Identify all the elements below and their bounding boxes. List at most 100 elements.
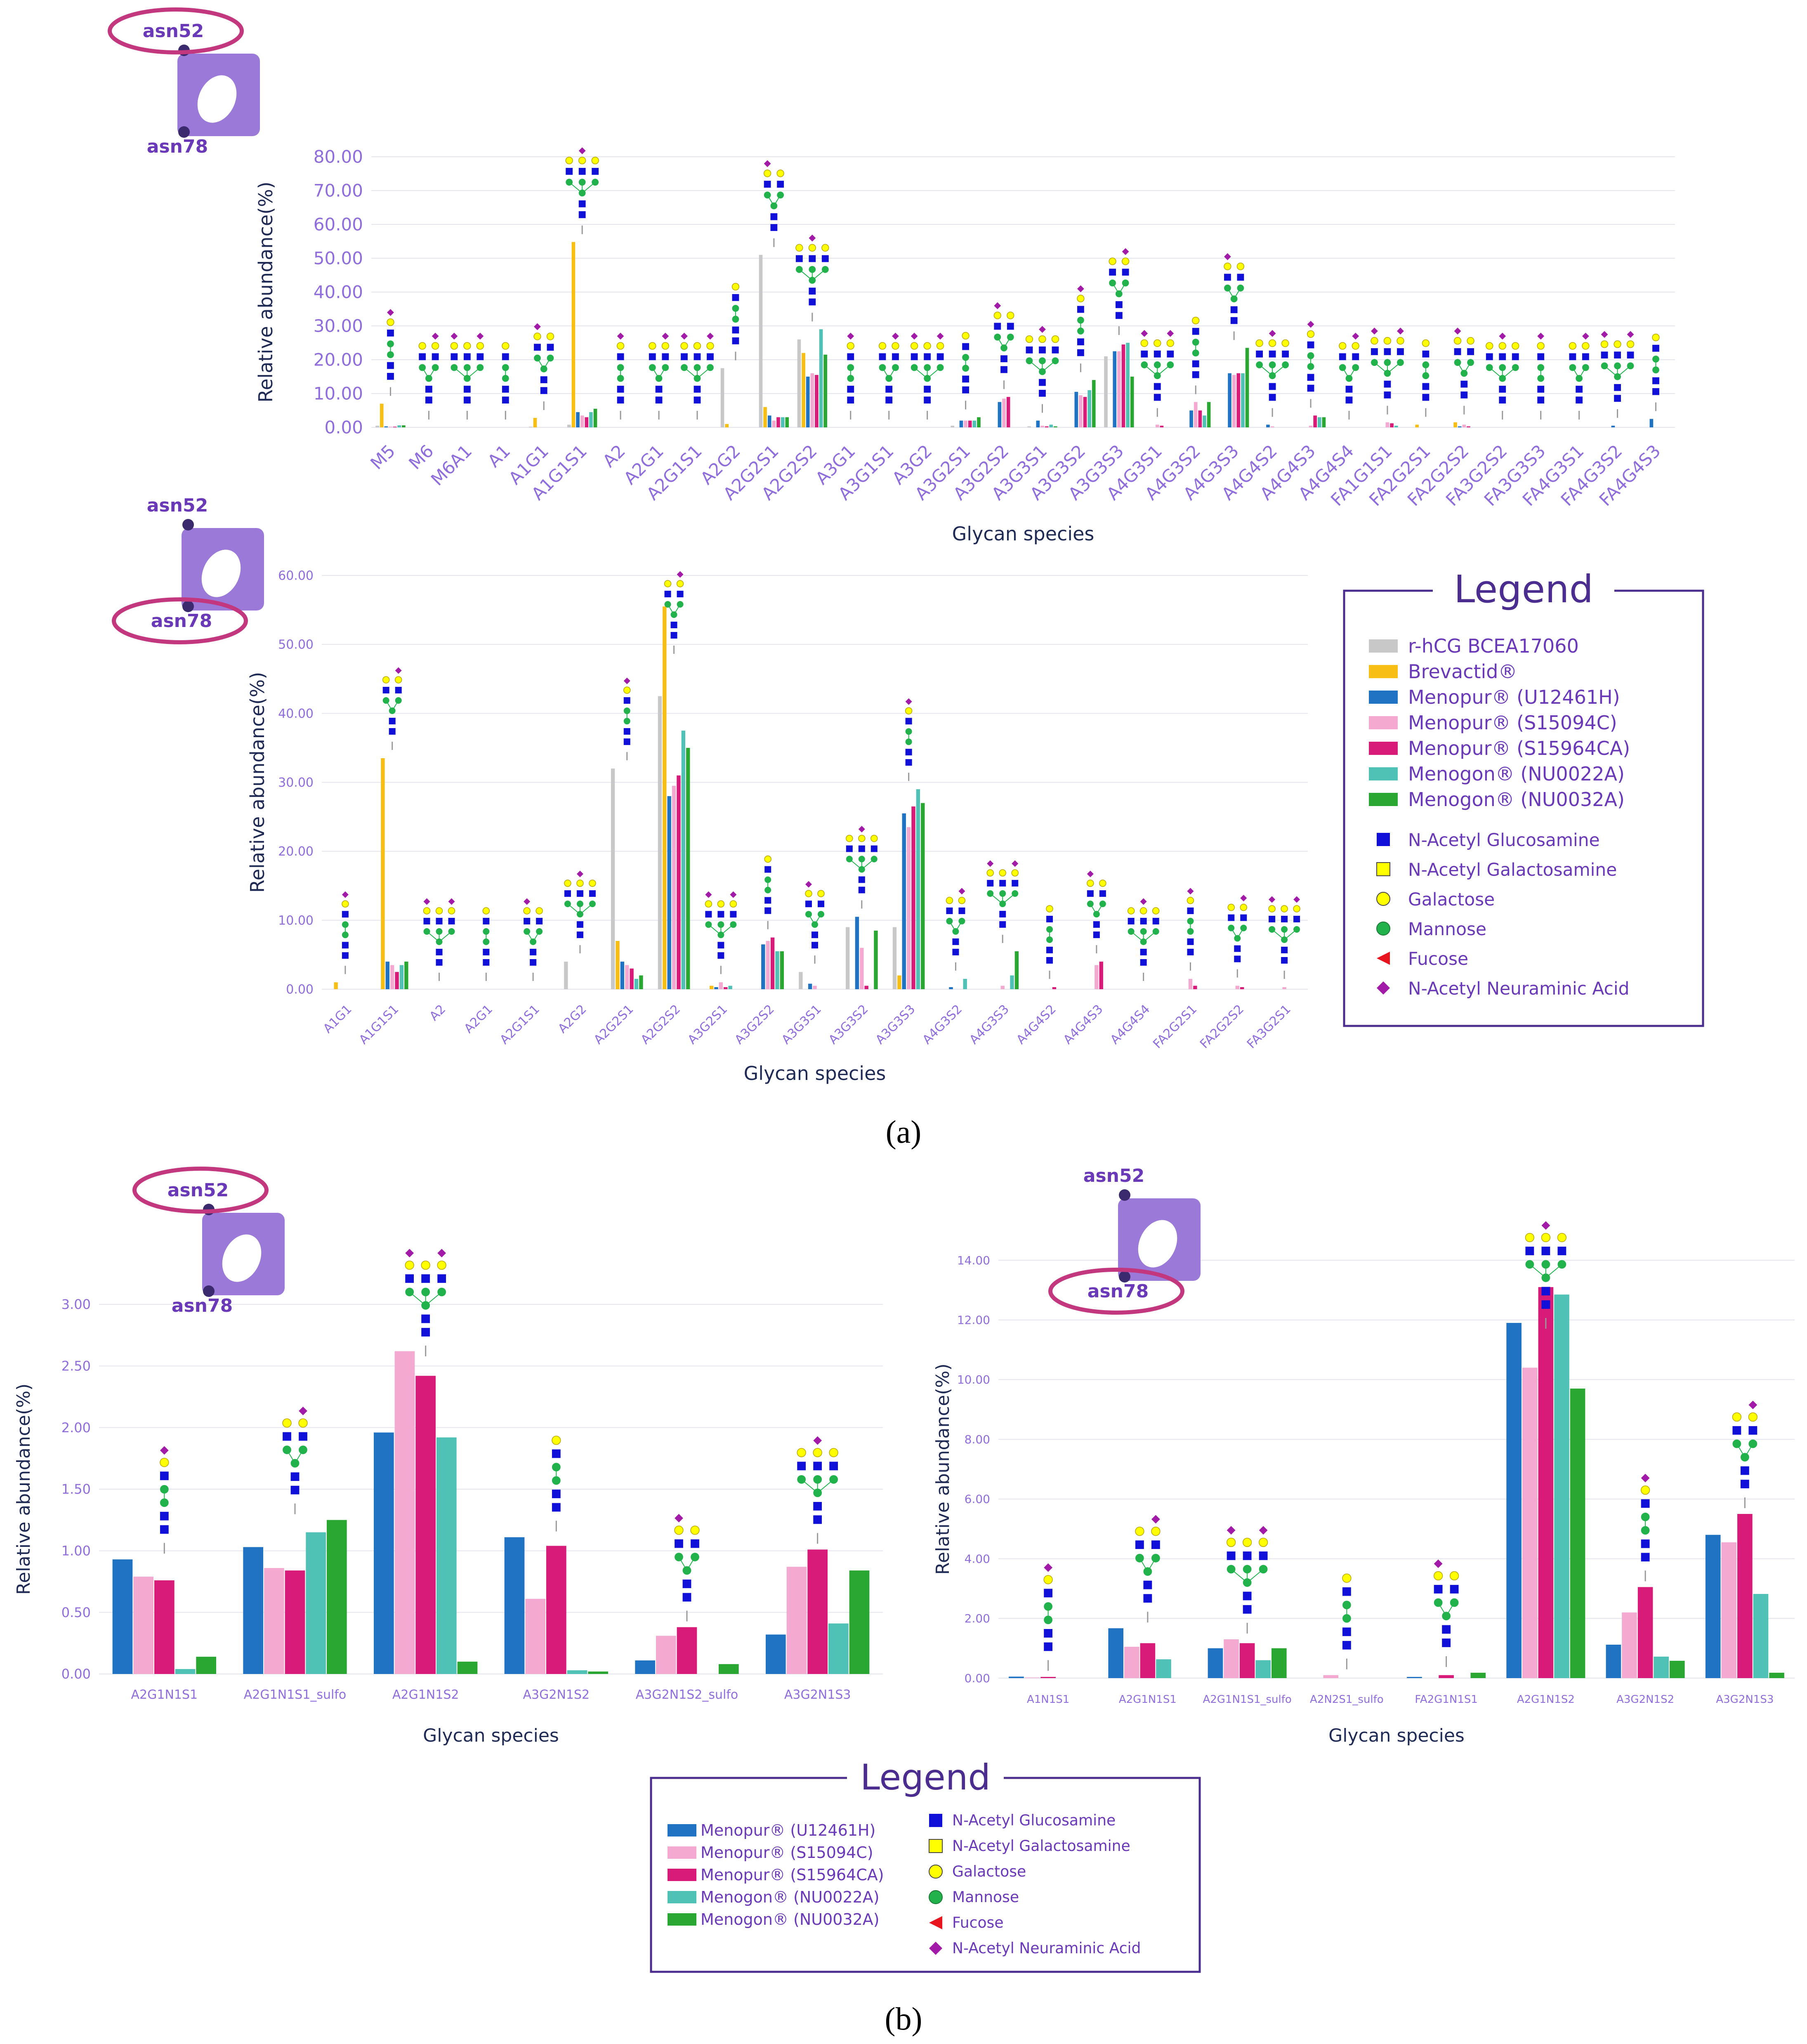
glcnac-icon (770, 224, 778, 231)
glycan-structure-icon (533, 323, 554, 410)
glcnac-icon (1345, 396, 1353, 404)
glcnac-icon (805, 901, 812, 908)
glcnac-icon (1227, 1551, 1236, 1560)
glcnac-icon (1269, 350, 1276, 358)
x-tick-label: A2G1N1S2 (1517, 1693, 1575, 1706)
galactose-icon (623, 686, 631, 694)
glcnac-icon (342, 911, 349, 918)
glcnac-icon (1007, 323, 1014, 330)
mannose-icon (387, 340, 394, 347)
glcnac-icon (425, 396, 432, 404)
glycan-structure-icon (1226, 1526, 1268, 1634)
y-tick-label: 10.00 (957, 1373, 990, 1386)
glcnac-icon (937, 353, 944, 361)
mannose-icon (962, 354, 969, 361)
galactose-icon (1422, 339, 1430, 347)
glcnac-icon (1187, 938, 1194, 945)
glcnac-icon (809, 288, 816, 295)
glycan-structure-icon (910, 332, 944, 420)
glcnac-icon (502, 386, 509, 393)
neuraminic-acid-icon (994, 302, 1001, 309)
legend-swatch (668, 1824, 696, 1837)
glycan-structure-icon (847, 332, 854, 420)
galactose-icon (1236, 262, 1245, 270)
neuraminic-acid-icon (1140, 898, 1147, 905)
glcnac-icon (1454, 348, 1461, 355)
glcnac-icon (1460, 380, 1468, 388)
bar (112, 1559, 133, 1674)
galactose-icon (649, 342, 656, 350)
glcnac-icon (566, 167, 573, 175)
bar (808, 983, 812, 989)
glycan-structure-icon (564, 870, 596, 954)
neuraminic-acid-icon (707, 332, 714, 340)
glcnac-icon (813, 1502, 822, 1511)
x-tick-label: A2G1N1S2 (392, 1688, 459, 1702)
galactose-icon (829, 1448, 838, 1457)
neuraminic-acid-icon (1627, 331, 1634, 338)
galactose-icon (764, 855, 771, 863)
glycan-structure-icon (680, 332, 714, 420)
glcnac-icon (1467, 348, 1474, 355)
bar (714, 987, 718, 989)
glcnac-icon (1192, 328, 1199, 335)
bar (243, 1547, 263, 1674)
mannose-icon (1269, 361, 1276, 368)
galactose-icon (463, 342, 471, 350)
glcnac-icon (1641, 1539, 1650, 1548)
glcnac-icon (1135, 1540, 1144, 1549)
glcnac-icon (1601, 351, 1608, 359)
galactose-icon (546, 332, 554, 340)
mannose-icon (1224, 284, 1231, 292)
glcnac-icon (1093, 921, 1100, 928)
bar (1394, 425, 1398, 427)
glcnac-icon (717, 942, 724, 949)
glycan-structure-icon (795, 234, 829, 322)
glcnac-icon (858, 845, 865, 852)
mannose-icon (1422, 361, 1430, 368)
x-tick-label: A3G2N1S2 (1616, 1693, 1674, 1706)
y-tick-label: 1.00 (61, 1543, 91, 1559)
galactose-icon (421, 1260, 430, 1270)
glycan-structure-icon (1342, 1573, 1352, 1669)
site-logos: asn52 asn78 asn52 asn78 asn52 asn78 asn52 asn78 (108, 7, 1201, 1316)
fucose-icon (929, 1916, 942, 1929)
galactose-icon (1281, 339, 1289, 347)
glcnac-icon (1259, 1551, 1268, 1560)
bar (1769, 1672, 1784, 1678)
glcnac-icon (1140, 959, 1147, 966)
bar (663, 606, 667, 989)
chart-b-asn52: 0.00 0.50 1.00 1.50 2.00 2.50 3.00 Relative abu… (13, 1249, 883, 1746)
mannose-icon (1140, 928, 1147, 935)
glcnac-icon (962, 375, 969, 383)
galactose-icon (680, 342, 688, 350)
bar (807, 1549, 828, 1674)
x-axis-title: Glycan species (423, 1725, 559, 1746)
legend-box (1343, 589, 1704, 1027)
neuraminic-acid-icon (451, 332, 458, 340)
galactose-icon (1582, 342, 1590, 350)
glcnac-icon (694, 353, 701, 361)
bar (656, 1636, 676, 1674)
galactose-icon (382, 676, 390, 684)
mannose-icon (707, 364, 714, 371)
bar (1113, 351, 1117, 427)
mannose-icon (1128, 928, 1135, 935)
bar (620, 962, 625, 989)
bar (786, 1567, 807, 1674)
glycan-structure-icon (993, 302, 1014, 389)
y-tick-label: 8.00 (965, 1433, 990, 1446)
glcnac-icon (1269, 915, 1276, 922)
glcnac-icon (1397, 348, 1404, 355)
bar (819, 329, 823, 427)
galactose-icon (731, 283, 740, 291)
bar (1104, 356, 1108, 427)
glcnac-icon (1046, 946, 1053, 953)
bar (1245, 348, 1249, 427)
asn52-dot-icon (182, 519, 194, 530)
mannose-icon (818, 911, 824, 918)
sugar-circle-icon (929, 1890, 943, 1904)
y-tick-label: 1.50 (61, 1481, 91, 1497)
bar (285, 1570, 305, 1674)
bar (634, 978, 639, 989)
